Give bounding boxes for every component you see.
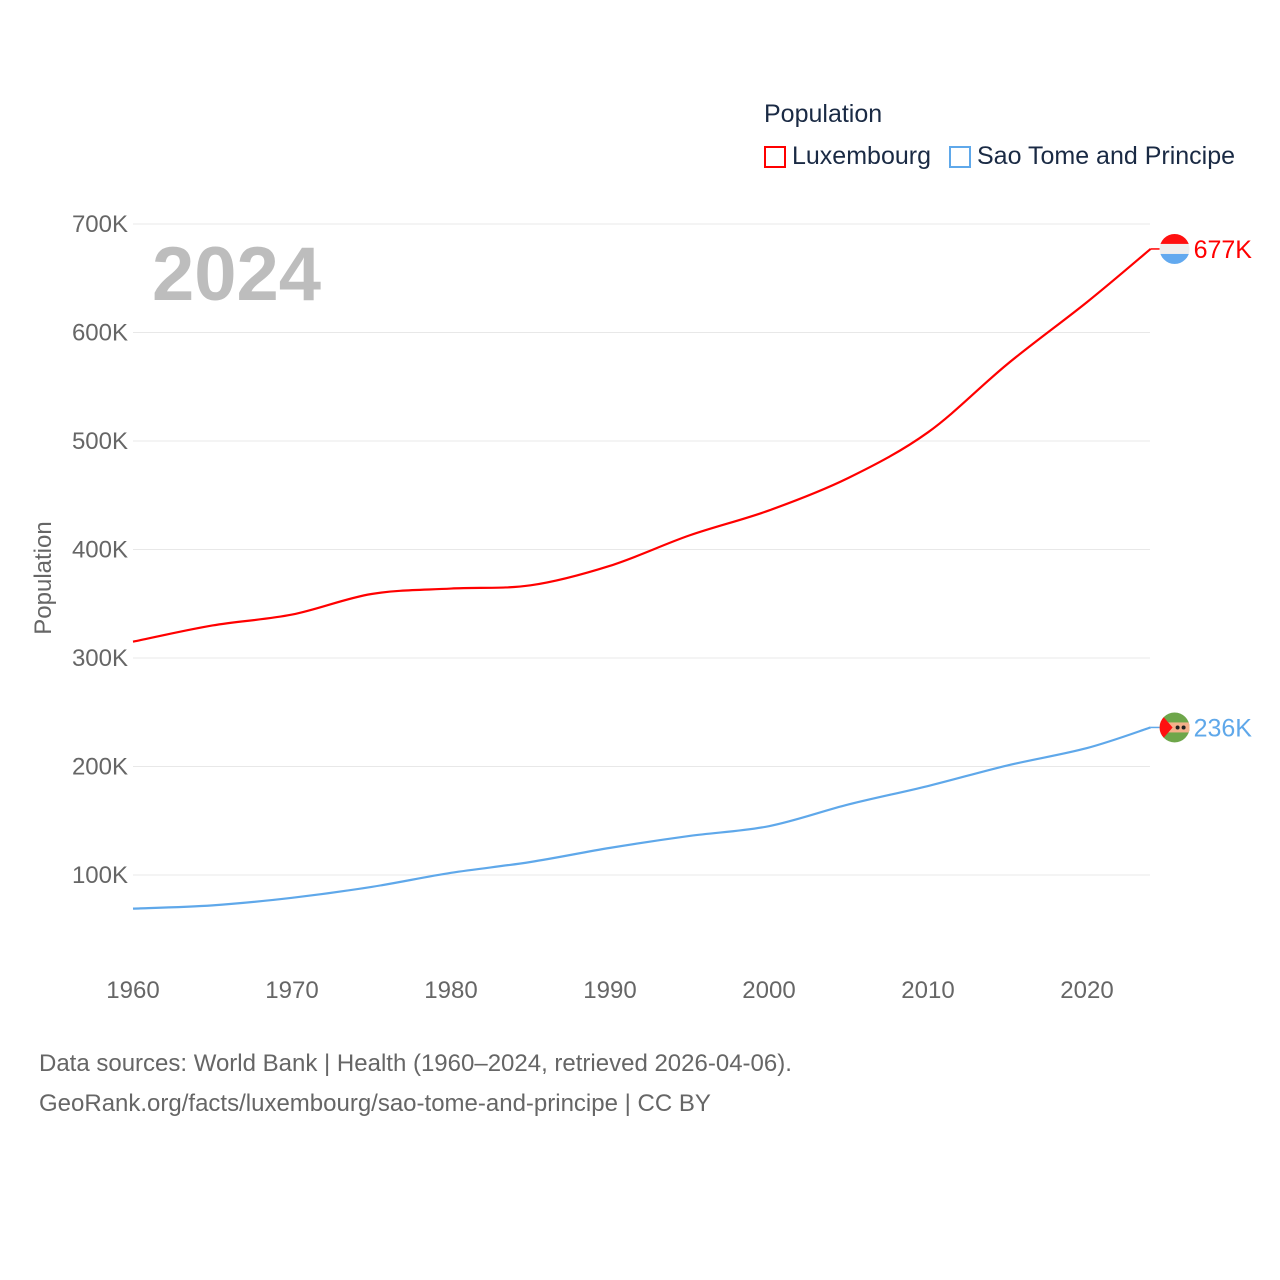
y-tick-label: 200K (72, 754, 128, 781)
x-tick-label: 2010 (901, 977, 954, 1004)
x-tick-label: 1990 (583, 977, 636, 1004)
legend-item-luxembourg[interactable]: Luxembourg (764, 142, 931, 171)
x-tick-label: 1960 (106, 977, 159, 1004)
y-tick-label: 500K (72, 428, 128, 455)
y-tick-label: 700K (72, 211, 128, 238)
flag-star (1175, 725, 1180, 730)
legend-swatch (948, 145, 971, 168)
flag-body (1159, 712, 1190, 743)
legend-title: Population (764, 100, 883, 128)
y-tick-label: 300K (72, 645, 128, 672)
y-tick-label: 100K (72, 862, 128, 889)
flag-stripe (1159, 233, 1190, 244)
end-value-label: 236K (1194, 714, 1253, 742)
source-url-text: GeoRank.org/facts/luxembourg/sao-tome-an… (39, 1090, 711, 1117)
legend: Luxembourg Sao Tome and Principe (764, 142, 1235, 171)
data-source-text: Data sources: World Bank | Health (1960–… (39, 1050, 792, 1077)
x-tick-label: 2000 (742, 977, 795, 1004)
flag-stripe (1159, 253, 1190, 264)
luxembourg-flag-icon (1159, 233, 1190, 264)
x-tick-label: 1970 (265, 977, 318, 1004)
y-axis-label: Population (30, 521, 57, 634)
series-line-0 (132, 248, 1152, 643)
series-line-1 (132, 726, 1151, 910)
x-tick-label: 2020 (1060, 977, 1113, 1004)
sao-tome-flag-icon (1159, 712, 1190, 743)
flag-stripe (1159, 722, 1190, 733)
legend-item-sao-tome[interactable]: Sao Tome and Principe (948, 142, 1236, 171)
x-tick-label: 1980 (424, 977, 477, 1004)
end-value-label: 677K (1194, 236, 1253, 264)
y-tick-label: 400K (72, 537, 128, 564)
y-tick-label: 600K (72, 320, 128, 347)
year-label: 2024 (152, 232, 321, 317)
footer: Data sources: World Bank | Health (1960–… (39, 1044, 792, 1124)
flag-body (1159, 233, 1190, 264)
flag-triangle (1159, 712, 1173, 743)
flag-star (1181, 725, 1186, 730)
legend-label: Luxembourg (792, 142, 931, 170)
flag-stripe (1159, 243, 1190, 254)
legend-swatch (764, 145, 786, 168)
legend-label: Sao Tome and Principe (976, 142, 1236, 170)
